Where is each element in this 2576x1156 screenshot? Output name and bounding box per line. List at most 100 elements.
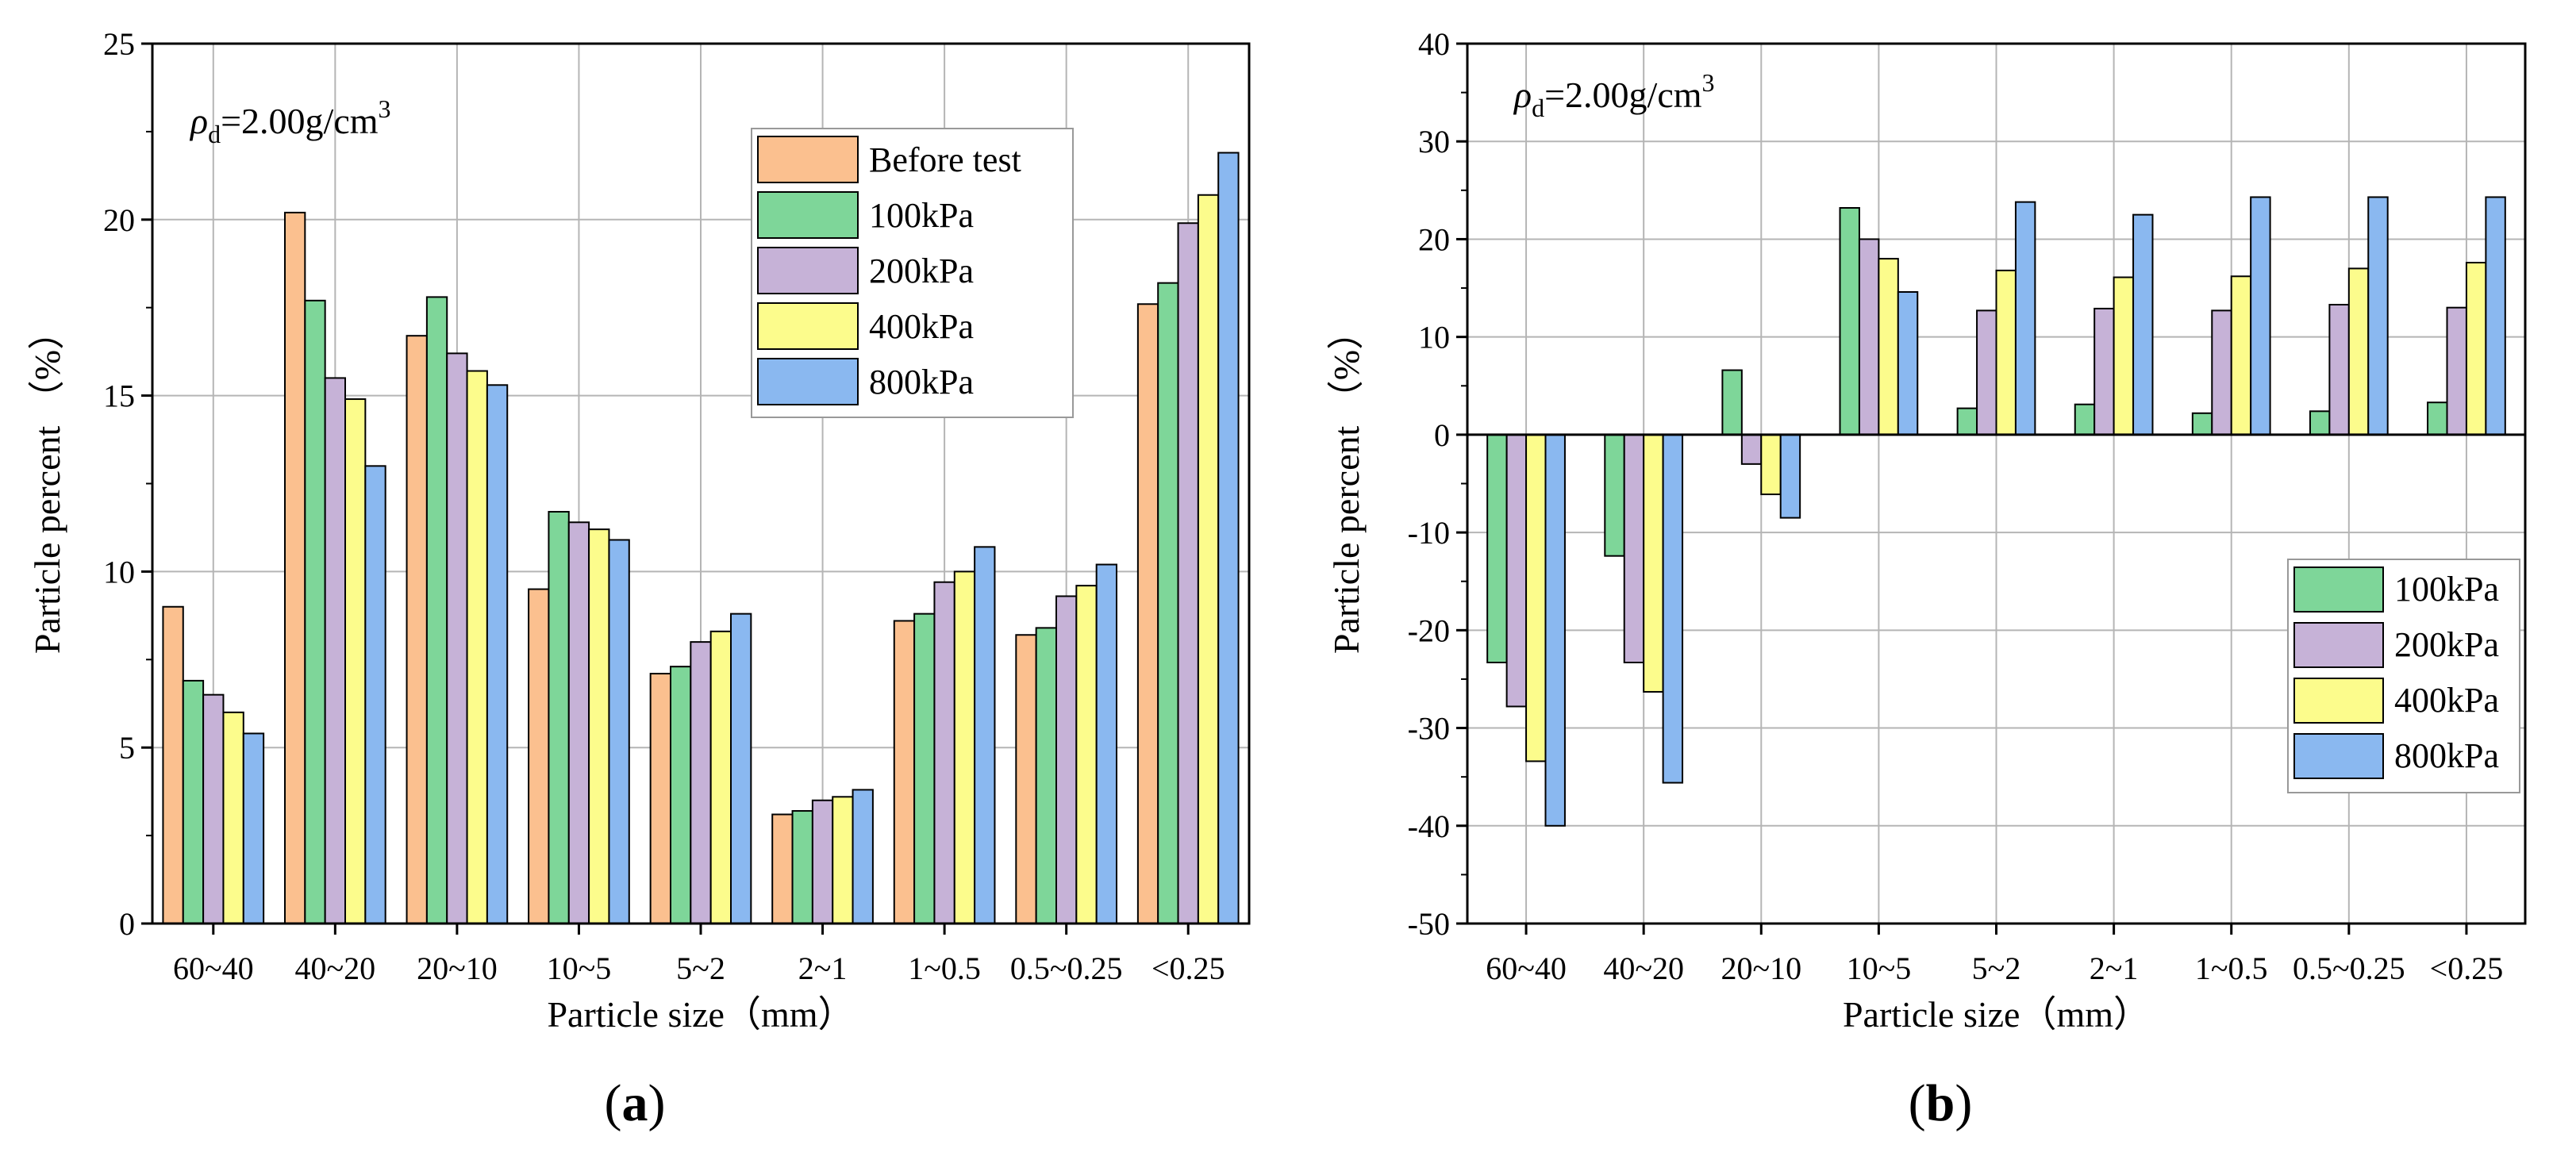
annotation-subscript: d <box>208 120 221 148</box>
bar-800kpa <box>486 384 509 924</box>
y-tick-label: 0 <box>1434 417 1450 453</box>
legend-label: 400kPa <box>2394 681 2499 720</box>
x-axis-title: Particle size（mm） <box>1843 994 2150 1035</box>
annotation-superscript: 3 <box>1702 68 1715 97</box>
legend-label: 200kPa <box>869 252 974 290</box>
x-tick-label: 20~10 <box>1721 951 1801 986</box>
legend-label: 100kPa <box>2394 570 2499 609</box>
bar-before-test <box>528 588 550 925</box>
x-tick-label: 1~0.5 <box>2195 951 2268 986</box>
bar-400kpa <box>953 570 976 925</box>
bar-100kpa <box>1956 407 1978 436</box>
density-annotation: ρd=2.00g/cm3 <box>189 94 391 148</box>
x-tick-label: 40~20 <box>295 951 376 986</box>
legend: 100kPa 200kPa 400kPa 800kPa <box>2287 559 2520 793</box>
bar-200kpa <box>2093 307 2115 436</box>
bar-400kpa <box>1878 258 1899 436</box>
bar-100kpa <box>2309 410 2331 436</box>
x-tick-label: 5~2 <box>676 951 725 986</box>
bar-200kpa <box>1055 595 1078 925</box>
bar-200kpa <box>811 799 834 924</box>
annotation-text: =2.00g/cm <box>1544 75 1702 115</box>
bar-200kpa <box>2211 309 2232 436</box>
y-axis-title: Particle percent （%） <box>27 313 67 654</box>
panel-letter: b <box>1926 1074 1955 1132</box>
bar-200kpa <box>446 352 468 925</box>
annotation-rho: ρ <box>189 101 208 141</box>
y-tick-label: 25 <box>103 26 135 62</box>
x-tick-label: 40~20 <box>1603 951 1684 986</box>
bar-before-test <box>1015 634 1037 924</box>
y-tick-label: 15 <box>103 378 135 414</box>
y-tick-label: 10 <box>1418 320 1450 355</box>
bar-before-test <box>406 335 428 924</box>
x-tick-label: 0.5~0.25 <box>2293 951 2405 986</box>
y-tick-label: 20 <box>1418 221 1450 257</box>
legend-swatch <box>757 302 859 350</box>
bar-400kpa <box>344 398 367 924</box>
annotation-superscript: 3 <box>379 94 391 123</box>
legend-swatch <box>2293 566 2384 613</box>
chart-b: -50 -40 -30 -20 -10 0 10 20 30 40 60~40 40~20 20~10 1… <box>1326 26 2527 1132</box>
legend-swatch <box>757 191 859 239</box>
y-tick-label: -50 <box>1408 906 1450 942</box>
bar-before-test <box>649 673 671 924</box>
chart-a: 0 5 10 15 20 25 60~40 40~20 20~10 10~5 5~2 2~1 1~0.5… <box>27 26 1251 1132</box>
bar-100kpa <box>1604 433 1625 557</box>
x-tick-label: 10~5 <box>1847 951 1912 986</box>
x-tick-label: 1~0.5 <box>908 951 981 986</box>
bar-200kpa <box>1976 309 1997 436</box>
bar-400kpa <box>1995 269 2017 436</box>
panel-paren-open: ( <box>605 1074 622 1132</box>
legend: Before test 100kPa 200kPa 400kPa 800kPa <box>751 128 1074 418</box>
bar-100kpa <box>669 666 692 924</box>
bar-800kpa <box>364 465 386 924</box>
y-tick-label: -40 <box>1408 808 1450 844</box>
y-tick-label: -20 <box>1408 613 1450 648</box>
bar-200kpa <box>324 377 347 925</box>
legend-label: 400kPa <box>869 307 974 346</box>
x-tick-label: 60~40 <box>173 951 254 986</box>
legend-swatch <box>2293 678 2384 724</box>
bar-100kpa <box>425 296 448 924</box>
bar-800kpa <box>974 546 996 925</box>
bar-400kpa <box>709 630 732 924</box>
bar-800kpa <box>1779 433 1801 519</box>
bar-400kpa <box>466 370 488 925</box>
annotation-text: =2.00g/cm <box>221 101 379 141</box>
bar-100kpa <box>1486 433 1508 663</box>
bar-400kpa <box>832 796 854 925</box>
bar-100kpa <box>2191 412 2213 436</box>
legend-swatch <box>757 358 859 405</box>
legend-swatch <box>757 136 859 183</box>
bar-400kpa <box>1760 433 1782 496</box>
legend-label: 800kPa <box>869 363 974 401</box>
y-tick-label: -30 <box>1408 711 1450 747</box>
bar-800kpa <box>2485 196 2506 436</box>
bar-400kpa <box>2113 276 2135 436</box>
bar-100kpa <box>791 810 813 924</box>
bar-800kpa <box>1544 433 1566 827</box>
annotation-subscript: d <box>1532 94 1544 122</box>
y-tick-label: 5 <box>119 730 135 766</box>
bar-100kpa <box>1035 627 1057 924</box>
bar-800kpa <box>1217 152 1240 925</box>
y-tick-label: 40 <box>1418 26 1450 62</box>
bar-400kpa <box>2347 267 2370 436</box>
bar-800kpa <box>852 789 874 924</box>
bar-800kpa <box>608 539 630 924</box>
x-axis-title: Particle size（mm） <box>547 994 854 1035</box>
bar-200kpa <box>2328 304 2350 436</box>
bar-200kpa <box>933 581 955 924</box>
bar-before-test <box>1136 303 1159 925</box>
bar-100kpa <box>1721 369 1743 436</box>
bar-before-test <box>283 211 306 925</box>
bar-200kpa <box>567 521 590 925</box>
bar-800kpa <box>2014 201 2036 436</box>
legend-swatch <box>757 247 859 294</box>
legend-swatch <box>2293 733 2384 779</box>
bar-200kpa <box>1177 222 1199 924</box>
x-tick-label: <0.25 <box>1152 951 1225 986</box>
bar-before-test <box>162 605 184 924</box>
